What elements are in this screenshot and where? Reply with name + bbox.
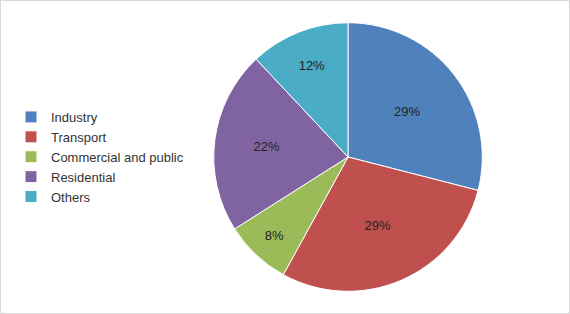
svg-text:Industry: Industry: [51, 110, 98, 125]
svg-text:Residential: Residential: [51, 170, 115, 185]
svg-text:Others: Others: [51, 190, 91, 205]
svg-text:12%: 12%: [299, 58, 325, 73]
svg-text:Transport: Transport: [51, 130, 107, 145]
svg-text:22%: 22%: [253, 139, 279, 154]
svg-text:29%: 29%: [394, 104, 420, 119]
svg-text:8%: 8%: [265, 228, 284, 243]
svg-text:29%: 29%: [365, 218, 391, 233]
svg-text:Commercial and public: Commercial and public: [51, 150, 184, 165]
